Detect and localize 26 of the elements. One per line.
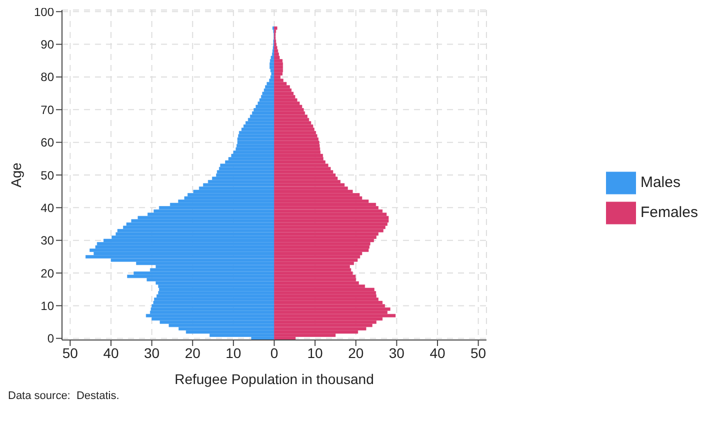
x-tick-label: 20: [184, 344, 201, 361]
x-tick-label: 40: [430, 344, 446, 361]
y-tick-label: 10: [40, 298, 54, 313]
y-tick-label: 70: [40, 102, 54, 117]
x-tick-label: 30: [388, 344, 405, 361]
legend-label: Females: [640, 204, 698, 221]
x-tick-label: 0: [270, 344, 278, 361]
x-tick-label: 50: [470, 344, 486, 361]
y-axis-title: Age: [8, 162, 24, 188]
y-tick-label: 0: [47, 332, 54, 346]
x-axis-title: Refugee Population in thousand: [174, 371, 374, 387]
y-tick-label: 50: [40, 168, 54, 182]
y-tick-label: 60: [40, 136, 54, 150]
source-note: Data source: Destatis.: [8, 390, 120, 402]
y-tick-label: 30: [40, 234, 54, 248]
x-tick-label: 20: [348, 344, 364, 361]
y-tick-label: 80: [40, 70, 54, 84]
x-tick-label: 40: [103, 344, 119, 361]
x-tick-label: 10: [226, 344, 242, 361]
y-tick-label: 40: [40, 200, 54, 215]
y-tick-label: 20: [40, 266, 54, 280]
x-tick-label: 30: [144, 344, 160, 361]
x-tick-label: 50: [62, 344, 78, 361]
legend-label: Males: [640, 174, 680, 191]
y-tick-label: 90: [40, 38, 54, 52]
x-tick-label: 10: [307, 344, 324, 361]
